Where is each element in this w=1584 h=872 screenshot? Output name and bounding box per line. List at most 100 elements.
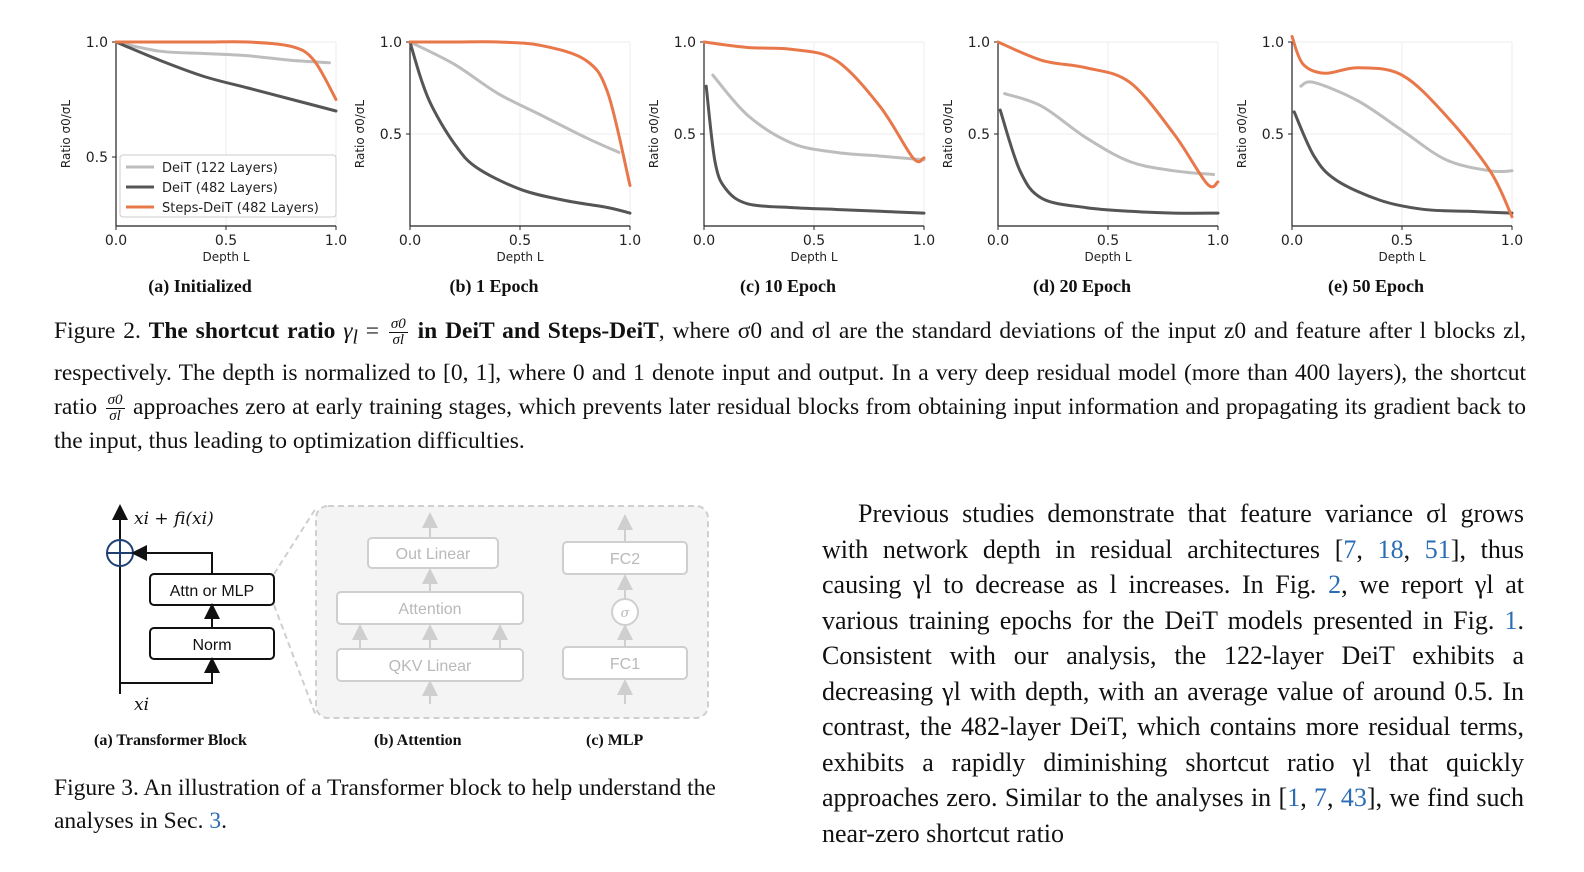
y-axis-label: Ratio σ0/σL [353,100,367,169]
series-line [408,40,632,188]
figure3-diagram: xi + fi(xi) xi Attn or MLP Norm Out Line… [54,494,774,734]
y-tick-label: 0.5 [1262,127,1284,143]
x-tick-label: 1.0 [1501,233,1523,249]
body-paragraph: Previous studies demonstrate that featur… [822,499,1524,848]
y-axis-label: Ratio σ0/σL [647,100,661,169]
legend-label: DeiT (122 Layers) [162,161,278,176]
section-ref-link[interactable]: 3 [209,808,222,834]
y-tick-label: 1.0 [1262,35,1284,51]
figure2-plot-e: 0.0 0.5 1.0 0.5 1.0 Depth L Ratio σ0/σL [1226,30,1526,270]
out-linear-label: Out Linear [396,546,471,563]
legend-label: DeiT (482 Layers) [162,181,278,196]
citation-link[interactable]: 18 [1377,534,1404,564]
fc1-label: FC1 [610,656,640,673]
block-input-path [120,657,220,684]
x-tick-label: 0.0 [987,233,1009,249]
figure-ref-link[interactable]: 1 [1504,605,1518,635]
y-tick-label: 1.0 [674,35,696,51]
series-line [1290,34,1514,219]
caption-body: , where σ0 and σl are the standard devia… [54,318,1527,420]
subfig-label-a: (a) Initialized [148,276,252,296]
subfig-label-e: (e) 50 Epoch [1328,276,1424,296]
series-line [1292,110,1514,215]
x-tick-label: 1.0 [619,233,641,249]
y-tick-label: 1.0 [86,35,108,51]
chart-b: 0.0 0.5 1.0 0.5 1.0 Depth L Ratio σ0/σL [353,35,641,264]
series-line [1003,92,1216,176]
y-axis-label: Ratio σ0/σL [1235,100,1249,169]
sigma-label: σ [621,606,631,621]
attention-label: Attention [398,601,461,618]
y-tick-label: 1.0 [380,35,402,51]
x-tick-label: 0.0 [1281,233,1303,249]
chart-d: 0.0 0.5 1.0 0.5 1.0 Depth L Ratio σ0/σL [941,35,1229,264]
x-tick-label: 0.0 [399,233,421,249]
x-tick-label: 0.5 [1097,233,1119,249]
y-tick-label: 1.0 [968,35,990,51]
caption-fraction-2: σ0 σl [105,391,125,424]
x-tick-label: 1.0 [913,233,935,249]
y-tick-label: 0.5 [86,150,108,166]
series-line [702,40,926,164]
legend-label: Steps-DeiT (482 Layers) [162,201,319,216]
figure-ref-link[interactable]: 2 [1328,570,1342,599]
x-tick-label: 1.0 [1207,233,1229,249]
series-line [998,108,1220,215]
citation-link[interactable]: 1 [1287,783,1301,812]
caption-end: approaches zero at early training stages… [54,393,1527,454]
series-line [704,84,926,215]
figure2-plot-a: 0.0 0.5 1.0 0.5 1.0 Depth L Ratio σ0/σL DeiT (1… [50,30,350,270]
caption-bold-title: The shortcut ratio [148,318,336,344]
caption-bold-tail: in DeiT and Steps-DeiT [417,318,659,344]
series-line [114,40,338,113]
x-tick-label: 0.5 [1391,233,1413,249]
caption-fraction: σ0 σl [388,316,408,349]
citation-link[interactable]: 51 [1424,534,1451,564]
chart-c: 0.0 0.5 1.0 0.5 1.0 Depth L Ratio σ0/σL [647,35,935,264]
y-axis-label: Ratio σ0/σL [941,100,955,169]
subfig-label-b: (b) 1 Epoch [449,276,539,296]
block-output-path [131,545,213,574]
qkv-linear-label: QKV Linear [389,658,472,675]
fig3-sub-a: (a) Transformer Block [94,732,247,749]
legend-box [119,154,337,218]
series-line [996,40,1220,189]
x-axis-label: Depth L [496,250,543,264]
y-tick-label: 0.5 [968,127,990,143]
caption-math-gamma: γl [343,318,358,349]
x-axis-label: Depth L [790,250,837,264]
series-line [114,40,338,101]
output-label: xi + fi(xi) [134,509,214,529]
series-line [114,40,331,65]
subfig-label-d: (d) 20 Epoch [1032,276,1131,296]
x-tick-label: 0.0 [105,233,127,249]
chart-e: 0.0 0.5 1.0 0.5 1.0 Depth L Ratio σ0/σL [1235,34,1523,264]
x-tick-label: 0.5 [509,233,531,249]
transformer-diagram: xi + fi(xi) xi Attn or MLP Norm Out Line… [106,504,709,719]
figure2-plot-c: 0.0 0.5 1.0 0.5 1.0 Depth L Ratio σ0/σL [638,30,938,270]
attn-mlp-label: Attn or MLP [170,583,254,600]
x-tick-label: 0.5 [803,233,825,249]
chart-a: 0.0 0.5 1.0 0.5 1.0 Depth L Ratio σ0/σL DeiT (1… [59,35,347,264]
x-tick-label: 0.5 [215,233,237,249]
x-axis-label: Depth L [1084,250,1131,264]
caption-prefix: Figure 2. [54,318,141,344]
y-tick-label: 0.5 [380,127,402,143]
figure3-caption: Figure 3. An illustration of a Transform… [54,775,716,834]
citation-link[interactable]: 7 [1343,534,1357,564]
citation-link[interactable]: 43 [1340,783,1367,812]
series-line [711,73,926,162]
x-tick-label: 0.0 [693,233,715,249]
caption-eq: = [365,318,380,344]
fig3-sub-b: (b) Attention [374,732,462,749]
input-label: xi [134,695,149,715]
norm-label: Norm [192,637,231,654]
figure2-caption: Figure 2. The shortcut ratio γl = σ0 σl i… [54,314,1526,458]
citation-link[interactable]: 7 [1314,783,1328,812]
subfig-label-c: (c) 10 Epoch [740,276,836,296]
y-tick-label: 0.5 [674,127,696,143]
fc2-label: FC2 [610,551,640,568]
figure2-plot-d: 0.0 0.5 1.0 0.5 1.0 Depth L Ratio σ0/σL [932,30,1232,270]
x-axis-label: Depth L [1378,250,1425,264]
fig3-sub-c: (c) MLP [586,732,644,749]
